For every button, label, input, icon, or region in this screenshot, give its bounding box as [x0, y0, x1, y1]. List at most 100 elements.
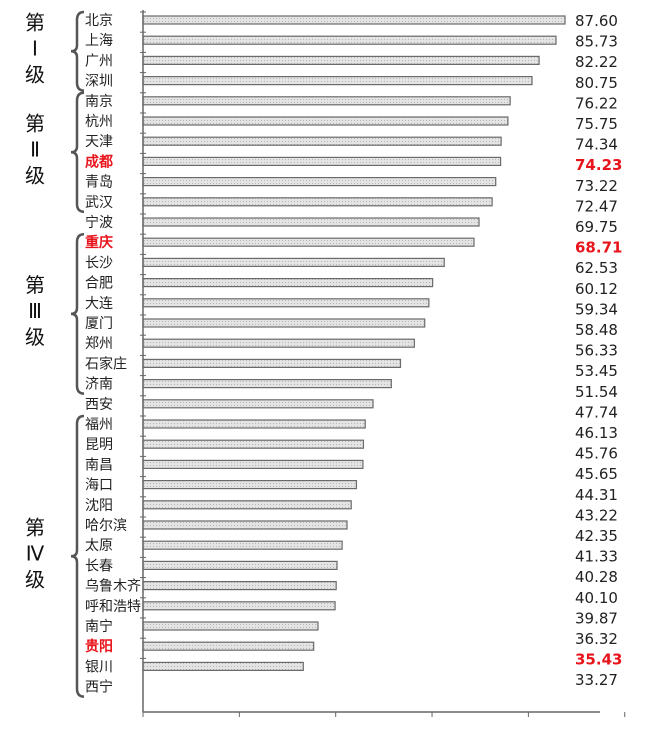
city-label: 南京 — [85, 94, 113, 110]
bar-太原 — [142, 540, 343, 550]
value-label: 33.27 — [575, 671, 618, 689]
city-label: 青岛 — [85, 175, 113, 191]
city-label: 杭州 — [85, 114, 113, 130]
bar-西安 — [142, 399, 374, 409]
city-label: 沈阳 — [85, 498, 113, 514]
group-brace — [70, 91, 85, 214]
value-label: 60.12 — [575, 280, 618, 298]
city-label: 太原 — [85, 538, 113, 554]
bar-武汉 — [142, 197, 493, 207]
group-label: 级 — [25, 62, 45, 86]
value-label: 58.48 — [575, 321, 618, 339]
bar-南昌 — [142, 459, 364, 469]
value-label: 46.13 — [575, 424, 618, 442]
bar-哈尔滨 — [142, 520, 348, 530]
value-label: 43.22 — [575, 506, 618, 524]
group-label: Ⅳ — [26, 541, 45, 565]
city-label: 呼和浩特 — [85, 599, 141, 615]
group-label: Ⅲ — [28, 299, 42, 323]
value-label: 74.34 — [575, 136, 618, 154]
group-label: 级 — [25, 325, 45, 349]
bar-深圳 — [142, 75, 533, 86]
bar-沈阳 — [142, 500, 352, 510]
value-label: 73.22 — [575, 177, 618, 195]
bar-乌鲁木齐 — [142, 580, 337, 591]
value-label: 80.75 — [575, 74, 618, 92]
value-label: 35.43 — [575, 651, 622, 669]
city-label: 大连 — [85, 296, 113, 312]
city-label: 厦门 — [85, 316, 113, 332]
value-label: 72.47 — [575, 197, 618, 215]
value-label: 53.45 — [575, 362, 618, 380]
city-label: 贵阳 — [85, 638, 113, 655]
value-label: 42.35 — [575, 527, 618, 545]
city-label: 乌鲁木齐 — [85, 579, 141, 595]
city-label: 石家庄 — [85, 355, 127, 372]
bar-石家庄 — [142, 358, 402, 368]
value-label: 36.32 — [575, 630, 618, 648]
bar-昆明 — [142, 439, 365, 449]
value-label: 75.75 — [575, 115, 618, 133]
city-label: 哈尔滨 — [85, 518, 127, 534]
city-label: 银川 — [85, 659, 113, 675]
value-label: 51.54 — [575, 383, 618, 401]
group-brace — [70, 414, 85, 698]
value-label: 74.23 — [575, 156, 622, 174]
group-label: 第 — [25, 515, 45, 539]
bar-福州 — [142, 419, 366, 429]
bar-长沙 — [142, 257, 445, 267]
city-label: 上海 — [85, 33, 113, 49]
group-label: 第 — [25, 10, 45, 34]
bar-海口 — [142, 480, 358, 490]
bar-天津 — [142, 136, 502, 146]
city-label: 武汉 — [85, 195, 113, 211]
group-brace — [70, 232, 85, 395]
bar-北京 — [142, 15, 566, 25]
group-label: 第 — [25, 273, 45, 297]
city-label: 北京 — [85, 13, 113, 29]
value-label: 45.65 — [575, 465, 618, 483]
bar-上海 — [142, 35, 557, 45]
bar-贵阳 — [142, 641, 315, 651]
bar-宁波 — [142, 217, 480, 227]
city-label: 合肥 — [85, 276, 113, 292]
city-label: 广州 — [85, 53, 113, 69]
city-label: 天津 — [85, 134, 113, 150]
bar-广州 — [142, 55, 540, 66]
bar-厦门 — [142, 318, 426, 328]
city-label: 济南 — [85, 377, 113, 393]
value-label: 69.75 — [575, 218, 618, 236]
value-label: 44.31 — [575, 486, 618, 504]
bar-大连 — [142, 298, 430, 308]
value-label: 47.74 — [575, 403, 618, 421]
value-label: 56.33 — [575, 342, 618, 360]
bar-呼和浩特 — [142, 601, 336, 611]
city-label: 昆明 — [85, 437, 113, 453]
group-label: 级 — [25, 163, 45, 187]
bar-银川 — [142, 661, 304, 672]
group-brace — [70, 10, 85, 92]
bar-成都 — [142, 156, 502, 166]
value-label: 40.28 — [575, 568, 618, 586]
city-label: 西宁 — [85, 679, 113, 696]
group-label: 第 — [25, 111, 45, 135]
bar-郑州 — [142, 338, 415, 348]
city-label: 长沙 — [85, 255, 113, 271]
value-label: 59.34 — [575, 300, 618, 318]
city-label: 南宁 — [85, 618, 113, 635]
value-label: 85.73 — [575, 33, 618, 51]
city-label: 南昌 — [85, 457, 113, 473]
city-label: 成都 — [85, 153, 113, 170]
bar-合肥 — [142, 278, 434, 288]
value-label: 62.53 — [575, 259, 618, 277]
value-label: 87.60 — [575, 12, 618, 30]
city-label: 西安 — [85, 397, 113, 413]
value-label: 45.76 — [575, 445, 618, 463]
city-label: 深圳 — [85, 74, 113, 90]
value-label: 40.10 — [575, 589, 618, 607]
bar-南京 — [142, 96, 511, 106]
bar-长春 — [142, 560, 338, 571]
value-label: 76.22 — [575, 94, 618, 112]
